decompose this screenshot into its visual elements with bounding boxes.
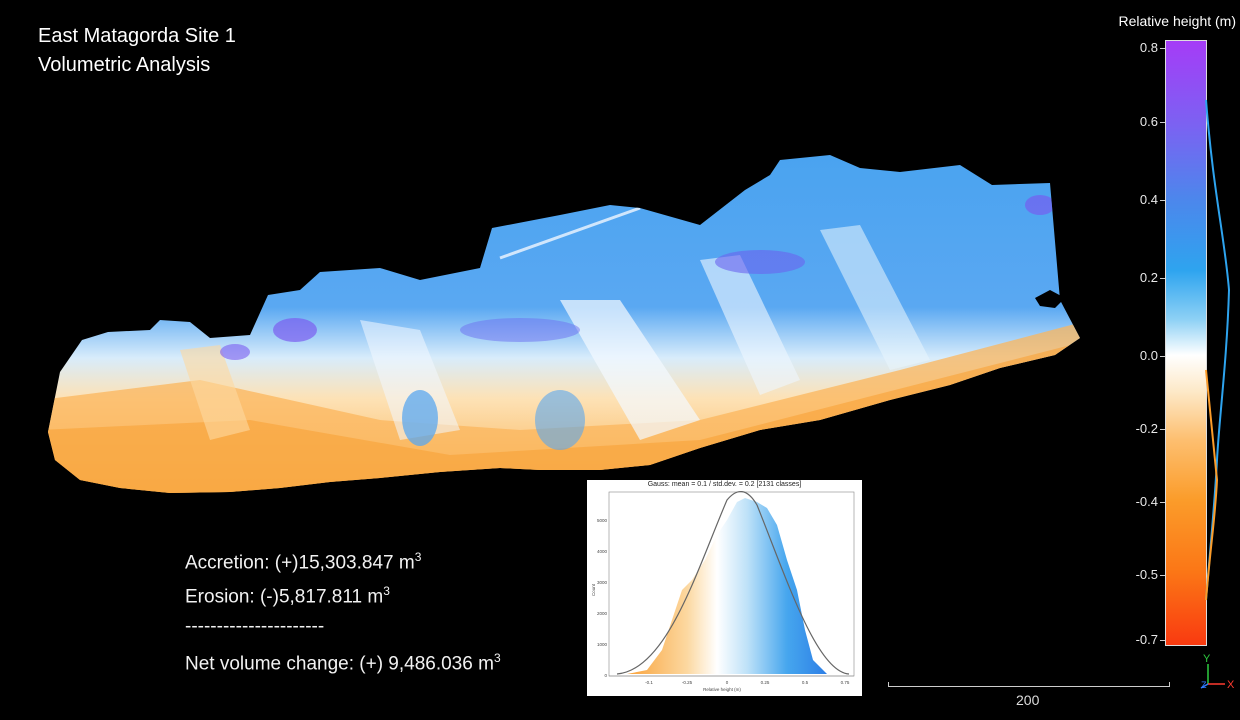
x-axis-letter: X <box>1227 679 1235 690</box>
y-ticks: 5000 4000 3000 2000 1000 0 <box>597 518 608 678</box>
erosion-line: Erosion: (-)5,817.811 m3 <box>185 577 501 611</box>
y-tick: 4000 <box>597 549 608 554</box>
colorbar-tick: -0.2 <box>1135 421 1158 436</box>
scale-label: 200 <box>1016 692 1040 708</box>
accretion-exponent: 3 <box>414 550 422 564</box>
z-axis-line <box>1200 683 1209 689</box>
x-tick: 0.25 <box>761 680 770 685</box>
map-title: East Matagorda Site 1 Volumetric Analysi… <box>38 22 236 80</box>
accretion-line: Accretion: (+)15,303.847 m3 <box>185 543 501 577</box>
x-tick: -0.25 <box>682 680 693 685</box>
histogram-chart: Relative height (m) Count -0.1 -0.25 0 0… <box>591 491 855 692</box>
x-tick: 0 <box>726 680 729 685</box>
site-name: East Matagorda Site 1 <box>38 25 236 47</box>
x-ticks: -0.1 -0.25 0 0.25 0.5 0.75 <box>645 680 850 685</box>
x-tick: 0.75 <box>841 680 850 685</box>
x-axis-label: Relative height (m) <box>703 687 741 692</box>
y-tick: 0 <box>604 673 607 678</box>
y-tick: 2000 <box>597 611 608 616</box>
land-surface <box>48 155 1080 493</box>
x-tick: 0.5 <box>802 680 809 685</box>
separator-line: ---------------------- <box>185 615 325 637</box>
colorbar-tick: -0.4 <box>1135 494 1158 509</box>
colorbar-tick: 0.4 <box>1139 192 1158 207</box>
net-change-line: Net volume change: (+) 9,486.036 m3 <box>185 644 501 678</box>
colorbar-title: Relative height (m) <box>1118 13 1237 29</box>
colorbar-tick: 0.2 <box>1139 270 1158 285</box>
colorbar-gradient <box>1165 40 1207 646</box>
accretion-text: Accretion: (+)15,303.847 m <box>185 552 415 574</box>
y-tick: 5000 <box>597 518 608 523</box>
gauss-curve <box>616 491 850 675</box>
colorbar-distribution-curve <box>1205 99 1231 601</box>
y-tick: 3000 <box>597 580 608 585</box>
histogram-panel: Relative height (m) Count -0.1 -0.25 0 0… <box>587 480 862 696</box>
x-tick: -0.1 <box>645 680 653 685</box>
colorbar-tick: 0.0 <box>1139 348 1158 363</box>
z-axis-letter: Z <box>1201 680 1207 690</box>
erosion-exponent: 3 <box>383 584 390 599</box>
volume-stats: Accretion: (+)15,303.847 m3 Erosion: (-)… <box>185 543 501 678</box>
colorbar-tick: -0.5 <box>1135 567 1158 582</box>
y-axis-letter: Y <box>1203 653 1211 665</box>
histogram-title: Gauss: mean = 0.1 / std.dev. = 0.2 [2131… <box>647 481 802 488</box>
colorbar-tick: 0.8 <box>1139 40 1158 55</box>
net-change-text: Net volume change: (+) 9,486.036 m <box>185 652 494 674</box>
erosion-text: Erosion: (-)5,817.811 m <box>185 586 384 608</box>
scale-bar <box>888 682 1170 687</box>
axes-indicator: Y X Z <box>1200 653 1235 690</box>
analysis-name: Volumetric Analysis <box>38 54 211 76</box>
y-axis-label: Count <box>591 583 596 596</box>
colorbar-tick: -0.7 <box>1135 632 1158 647</box>
colorbar-tick: 0.6 <box>1139 114 1158 129</box>
histogram-bars <box>627 498 827 674</box>
y-tick: 1000 <box>597 642 608 647</box>
net-change-exponent: 3 <box>493 650 501 665</box>
